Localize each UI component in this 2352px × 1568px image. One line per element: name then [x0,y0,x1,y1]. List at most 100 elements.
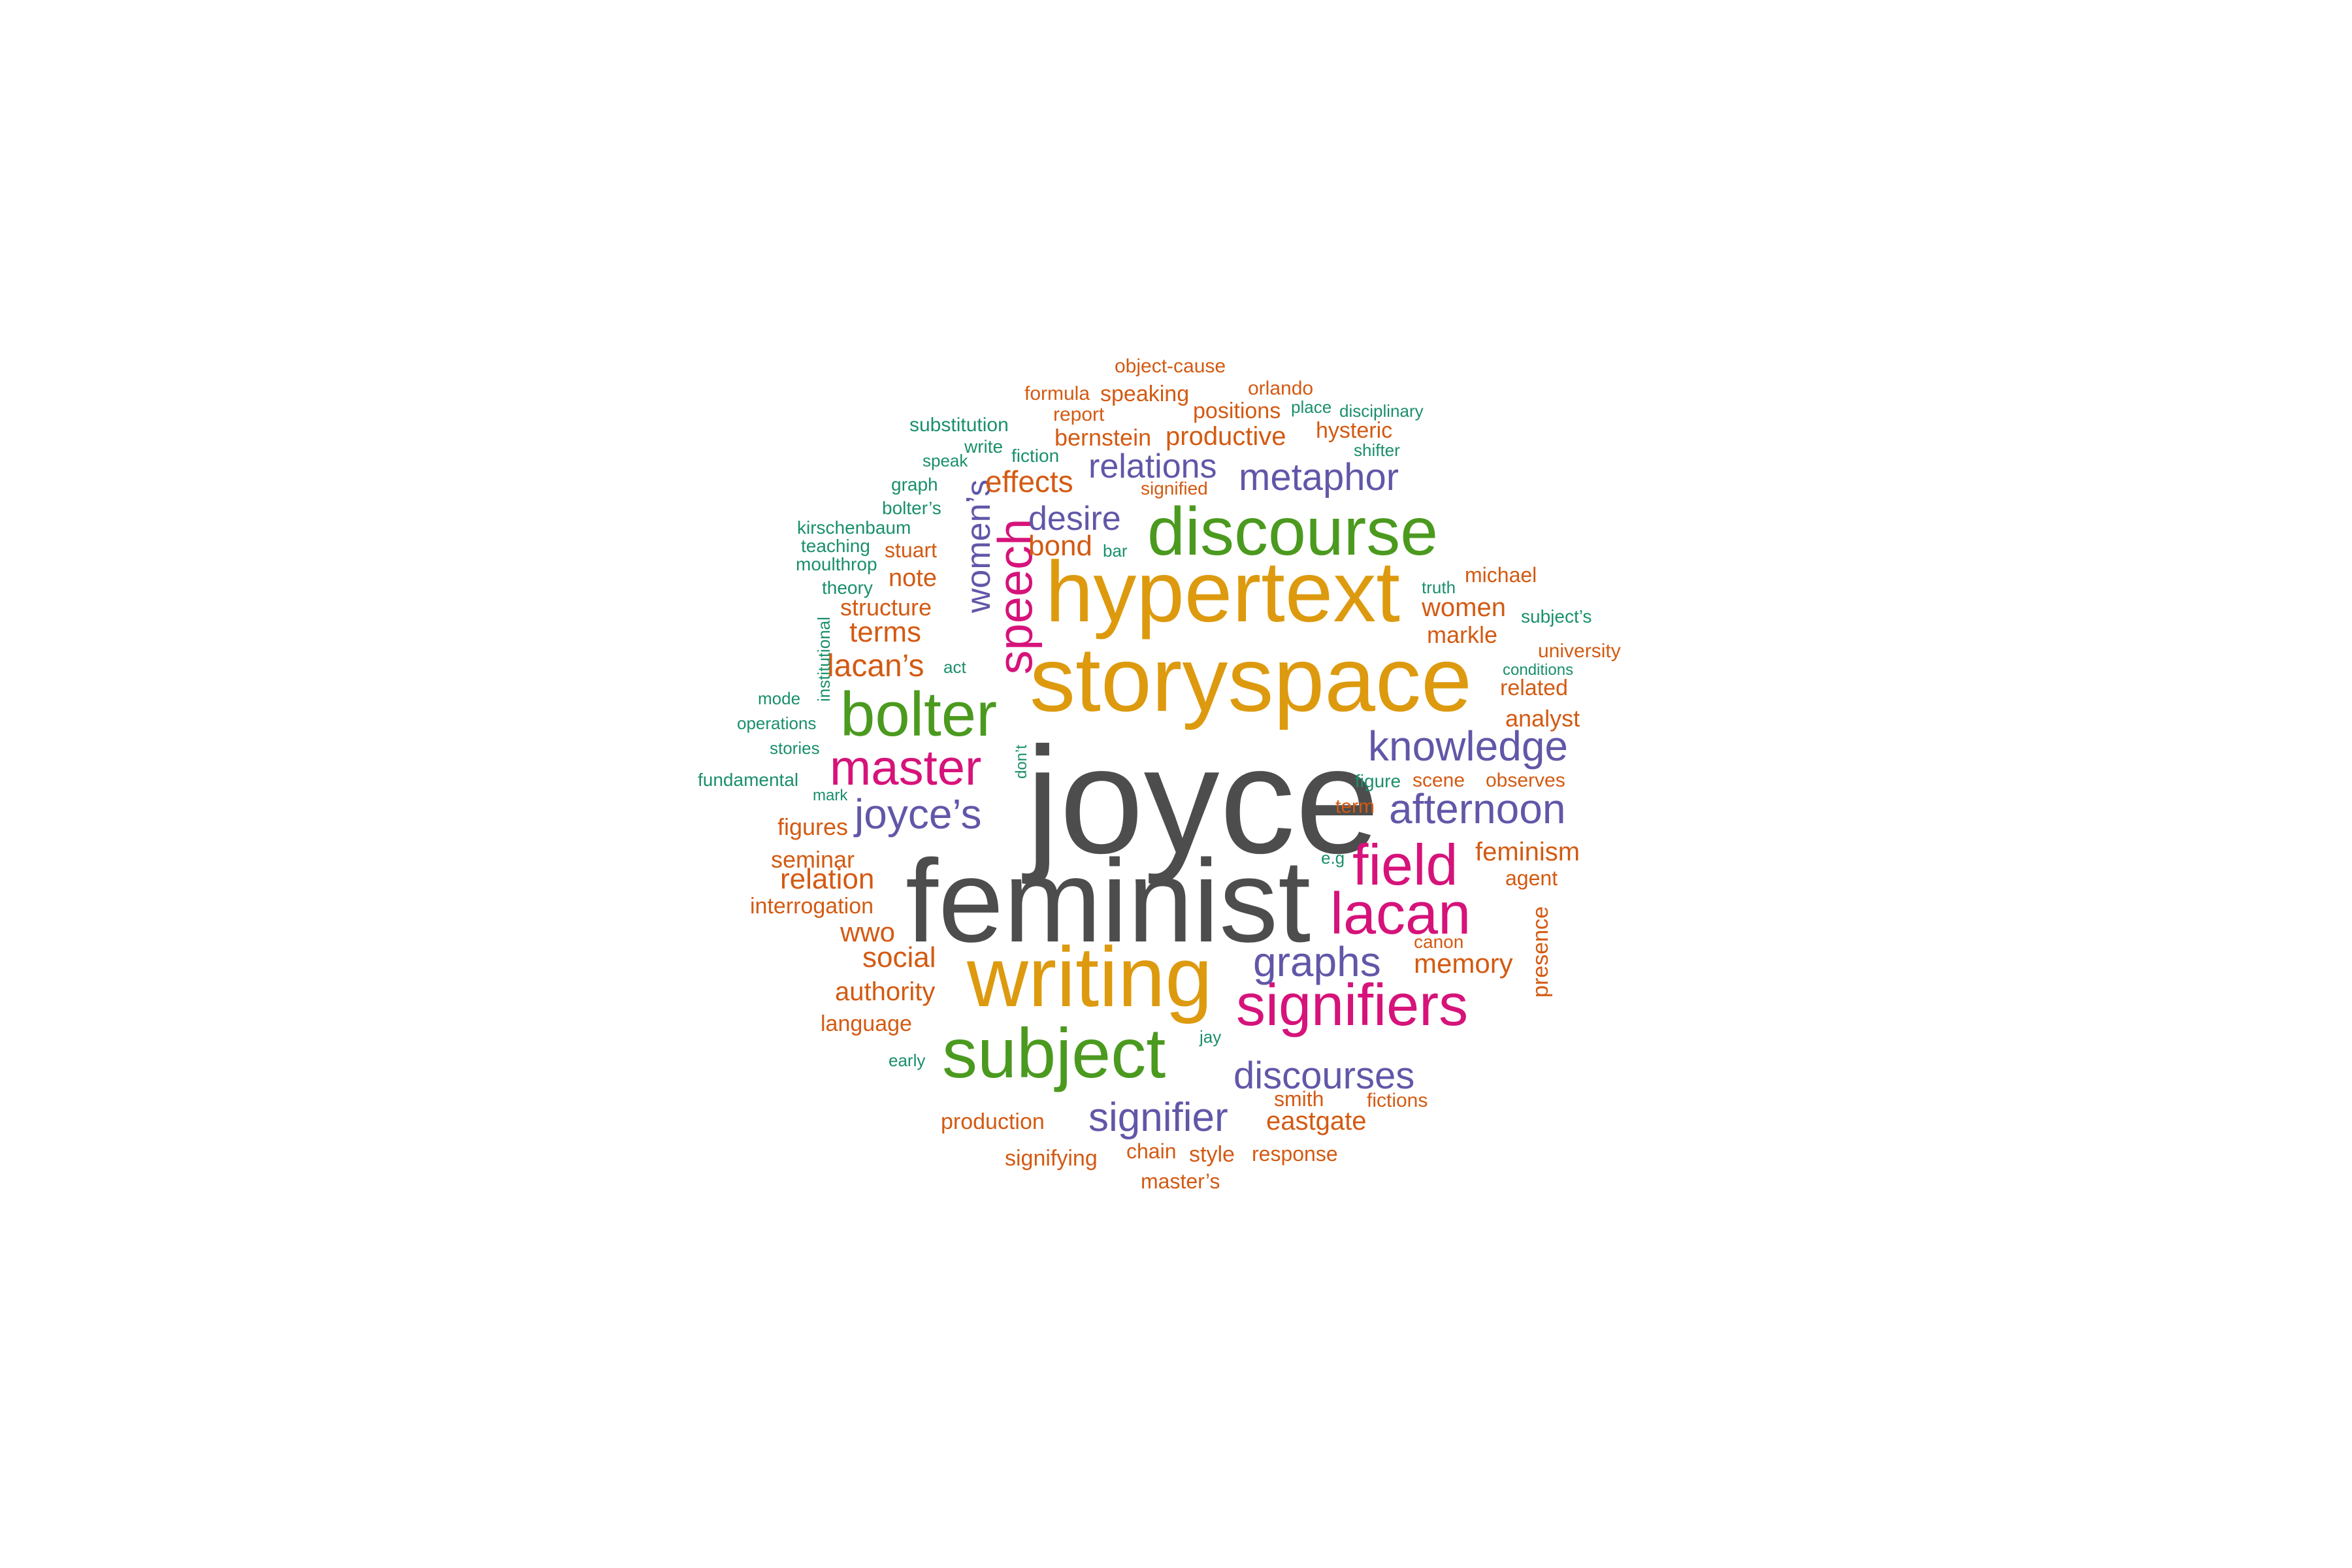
word: stuart [885,538,938,562]
word: e.g [1321,848,1345,868]
word: hypertext [1045,544,1400,640]
word: afternoon [1389,785,1566,832]
word: discourses [1233,1054,1415,1097]
word: chain [1126,1139,1177,1163]
word: orlando [1248,378,1314,399]
word: analyst [1505,705,1580,732]
word: master [830,740,982,796]
word: graphs [1253,938,1381,985]
word: speak [923,451,968,470]
word: bond [1028,530,1092,562]
word: lacan [1330,881,1471,947]
word: subject [942,1013,1166,1092]
word: style [1189,1142,1235,1167]
word: joyce [1026,716,1380,885]
word: lacan’s [827,649,924,683]
word: social [862,941,936,973]
word: bolter [840,679,998,749]
word: substitution [909,414,1009,436]
word: fundamental [698,770,799,790]
word: agent [1505,866,1558,890]
word: joyce’s [855,791,982,838]
word: stories [770,738,820,758]
word: write [964,436,1004,457]
word: figures [777,813,849,840]
word: response [1252,1142,1338,1166]
word: theory [822,578,873,598]
word: memory [1414,948,1513,979]
word: relation [780,863,875,895]
word: knowledge [1368,723,1568,770]
word: don’t [1013,744,1031,779]
word: metaphor [1239,456,1399,498]
word: writing [967,929,1213,1024]
word: relations [1088,448,1217,485]
word: production [941,1109,1045,1134]
word: michael [1465,563,1537,587]
word: field [1352,832,1458,897]
word: moulthrop [796,554,877,574]
word: jay [1200,1027,1222,1047]
word: conditions [1503,661,1574,679]
word: fictions [1367,1090,1428,1111]
word: eastgate [1266,1107,1367,1135]
word: object-cause [1115,355,1226,377]
word: language [821,1011,912,1036]
word: operations [737,713,817,733]
word: fiction [1011,446,1060,466]
word: seminar [771,846,855,873]
word: terms [849,616,921,648]
word: act [943,657,966,677]
word: master’s [1141,1169,1220,1193]
word: place [1291,397,1332,417]
word: formula [1024,383,1090,404]
word: structure [840,594,932,621]
word: authority [835,977,936,1006]
word: women’s [960,479,998,613]
word: interrogation [750,894,874,919]
word: signifier [1088,1095,1228,1140]
word: shifter [1354,440,1400,460]
word: productive [1166,422,1286,451]
word: feminism [1475,838,1580,866]
word: presence [1527,906,1553,998]
word: hysteric [1316,418,1393,443]
word: bolter’s [882,498,941,518]
word: signified [1141,478,1208,498]
word: bernstein [1054,424,1152,451]
word: desire [1028,500,1121,538]
word: signifying [1005,1146,1098,1171]
word: storyspace [1030,628,1472,730]
word: note [889,564,937,592]
word: scene [1413,770,1465,791]
word: kirschenbaum [797,517,911,538]
word: signifiers [1236,973,1469,1038]
word: disciplinary [1339,401,1424,421]
word: smith [1274,1087,1324,1111]
word: positions [1193,399,1281,423]
word: women [1422,593,1506,622]
word: markle [1427,621,1498,648]
word: mark [813,787,848,804]
word: term [1335,796,1375,817]
word: canon [1414,932,1464,952]
word: university [1538,640,1621,662]
word: bar [1103,541,1128,561]
word: observes [1486,770,1565,791]
word: discourse [1147,494,1439,570]
word: teaching [801,536,870,556]
word: effects [985,465,1073,498]
word: feminist [906,836,1311,967]
word: speaking [1100,382,1190,406]
word: graph [891,474,938,495]
word: wwo [840,917,896,947]
word: figure [1355,771,1401,791]
word: early [889,1051,926,1070]
word: mode [758,689,801,708]
word: institutional [814,616,834,702]
word: related [1500,676,1568,700]
word: subject’s [1521,606,1592,627]
word: truth [1422,578,1456,597]
word: report [1053,404,1105,425]
